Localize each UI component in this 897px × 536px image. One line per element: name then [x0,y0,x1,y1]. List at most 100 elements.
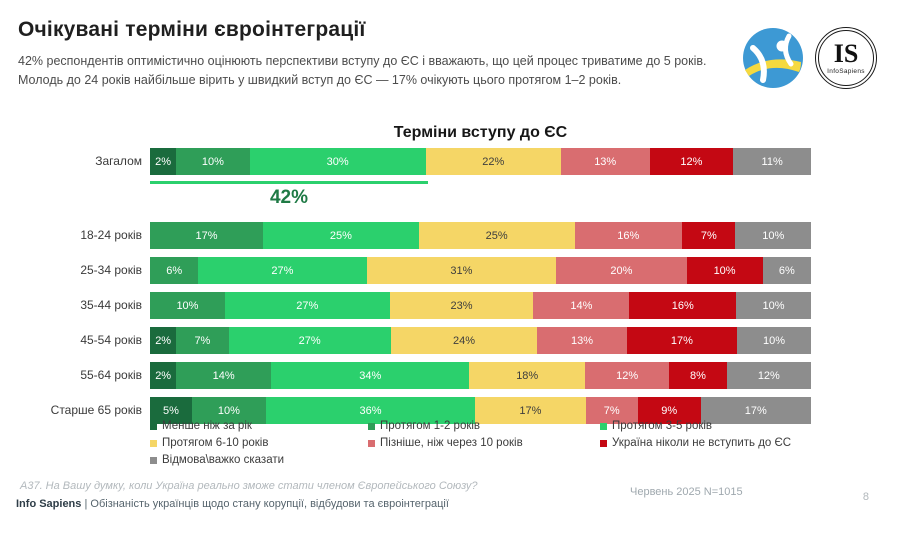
row-label: 18-24 років [80,228,142,242]
bar-segment: 36% [265,397,476,424]
chart-legend: Менше ніж за рік Протягом 1-2 років Протяг… [150,420,791,467]
legend-label: Менше ніж за рік [162,420,252,432]
legend-swatch-icon [150,440,157,447]
legend-item: Україна ніколи не вступить до ЄС [600,437,791,450]
bar-segment: 27% [224,292,390,319]
question-note: А37. На Вашу думку, коли Україна реально… [20,480,478,492]
bar-segment: 24% [390,327,538,354]
bar-segment: 17% [475,397,586,424]
bar-segment: 17% [626,327,738,354]
header: Очікувані терміни євроінтеграції 42% рес… [18,18,753,90]
bar-segment: 2% [150,148,177,175]
brand-name: Info Sapiens [16,498,82,510]
globe-logo [743,28,803,88]
legend-label: Протягом 6-10 років [162,437,269,449]
bar-segment: 6% [762,257,812,284]
infosapiens-monogram: IS [833,39,859,68]
bar-segment: 27% [198,257,367,284]
bar-segment: 27% [228,327,391,354]
row-label: 45-54 років [80,333,142,347]
report-title: Обізнаність українців щодо стану корупці… [90,498,449,510]
legend-item: Відмова\важко сказати [150,454,368,467]
bar-segment: 12% [726,362,811,389]
row-label: Старше 65 років [50,403,142,417]
bar-segment: 13% [560,148,650,175]
bar-segment: 10% [735,222,812,249]
infosapiens-logo: IS InfoSapiens [815,27,877,89]
bar-segment: 12% [584,362,670,389]
legend-swatch-icon [368,423,375,430]
page-title: Очікувані терміни євроінтеграції [18,18,366,41]
bar-segment: 10% [686,257,763,284]
row-label: 35-44 років [80,298,142,312]
bar-segment: 2% [150,362,177,389]
logo-group: IS InfoSapiens [741,26,877,90]
bar-segment: 7% [585,397,638,424]
bar-segment: 5% [150,397,192,424]
bar-segment: 10% [736,292,811,319]
legend-label: Відмова\важко сказати [162,454,285,466]
infosapiens-caption: InfoSapiens [827,68,865,75]
row-label: Загалом [95,154,142,168]
bar-segment: 11% [733,148,811,175]
bar-row: 18-24 років 17% 25% 25% 16% 7% 10% [0,222,812,249]
row-label: 25-34 років [80,263,142,277]
legend-item: Менше ніж за рік [150,420,368,433]
bar-segment: 16% [629,292,737,319]
legend-swatch-icon [150,423,157,430]
bar-row: 35-44 років 10% 27% 23% 14% 16% 10% [0,292,811,319]
survey-meta: Червень 2025 N=1015 [630,486,743,498]
bar-segment: 13% [537,327,627,354]
bar-segment: 17% [150,222,263,249]
stacked-bar: 10% 27% 23% 14% 16% 10% [150,292,811,319]
bar-segment: 22% [425,148,561,175]
bar-segment: 34% [270,362,470,389]
bar-row: Старше 65 років 5% 10% 36% 17% 7% 9% 17% [0,397,811,424]
bar-segment: 9% [637,397,701,424]
bar-segment: 10% [191,397,266,424]
bar-segment: 10% [737,327,811,354]
bar-row: 25-34 років 6% 27% 31% 20% 10% 6% [0,257,812,284]
bar-segment: 8% [669,362,727,389]
row-label: 55-64 років [80,368,142,382]
legend-item: Протягом 6-10 років [150,437,368,450]
bar-segment: 7% [176,327,229,354]
bar-row: 55-64 років 2% 14% 34% 18% 12% 8% 12% [0,362,811,389]
legend-swatch-icon [600,440,607,447]
page-number: 8 [862,491,869,503]
chart-title: Терміни вступу до ЄС [393,124,568,141]
legend-item: Протягом 3-5 років [600,420,791,433]
legend-item: Протягом 1-2 років [368,420,600,433]
legend-swatch-icon [150,457,157,464]
stacked-bar: 2% 14% 34% 18% 12% 8% 12% [150,362,811,389]
bar-segment: 10% [176,148,250,175]
bar-segment: 10% [150,292,225,319]
bar-segment: 7% [682,222,736,249]
stacked-bar: 17% 25% 25% 16% 7% 10% [150,222,812,249]
legend-label: Україна ніколи не вступить до ЄС [612,437,792,449]
bar-row: 45-54 років 2% 7% 27% 24% 13% 17% 10% [0,327,811,354]
stacked-bar: 2% 10% 30% 22% 13% 12% 11% [150,148,811,175]
bar-segment: 23% [389,292,534,319]
legend-label: Протягом 3-5 років [612,420,713,432]
bar-segment: 25% [418,222,575,249]
stacked-bar: 5% 10% 36% 17% 7% 9% 17% [150,397,811,424]
bar-segment: 6% [150,257,199,284]
bar-row: Загалом 2% 10% 30% 22% 13% 12% 11% [0,148,811,175]
total-underline [150,181,428,184]
stacked-bar: 6% 27% 31% 20% 10% 6% [150,257,812,284]
legend-label: Пізніше, ніж через 10 років [380,437,523,449]
legend-swatch-icon [368,440,375,447]
stacked-bar: 2% 7% 27% 24% 13% 17% 10% [150,327,811,354]
bar-segment: 14% [176,362,271,389]
legend-item: Пізніше, ніж через 10 років [368,437,600,450]
bar-segment: 30% [249,148,426,175]
bar-segment: 2% [150,327,177,354]
bar-segment: 18% [469,362,585,389]
page-subtitle: 42% респондентів оптимістично оцінюють п… [18,54,707,87]
bar-segment: 31% [366,257,557,284]
legend-swatch-icon [600,423,607,430]
legend-label: Протягом 1-2 років [380,420,481,432]
total-annotation-label: 42% [269,187,309,208]
